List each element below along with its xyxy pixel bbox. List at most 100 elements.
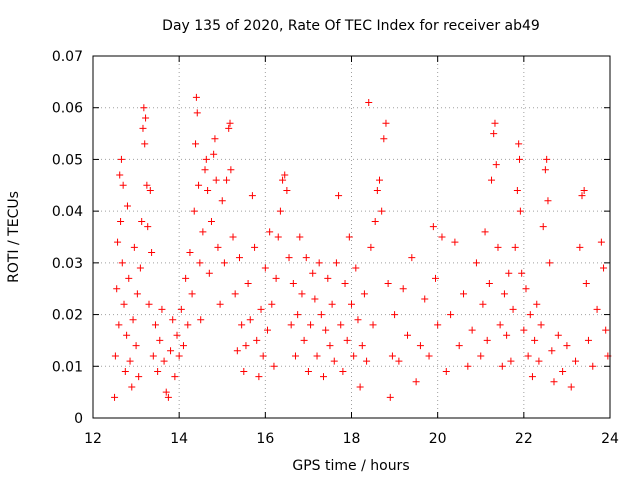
data-point [356,383,364,391]
data-point [442,367,450,375]
data-point [360,290,368,298]
data-point [268,300,276,308]
data-point [298,290,306,298]
data-point [358,342,366,350]
data-point [143,181,151,189]
data-point [544,197,552,205]
data-point [464,362,472,370]
data-point [335,192,343,200]
x-axis-label: GPS time / hours [292,458,409,474]
data-point [513,186,521,194]
data-point [438,233,446,241]
data-point [416,342,424,350]
data-point [533,300,541,308]
data-point [434,321,442,329]
data-point [365,99,373,107]
data-point [350,352,358,360]
data-point [500,290,508,298]
data-point [289,280,297,288]
y-tick-label: 0 [74,411,83,427]
data-point [537,321,545,329]
data-point [554,331,562,339]
data-point [479,300,487,308]
data-point [468,326,476,334]
x-tick-label: 16 [256,431,274,447]
data-point [408,254,416,262]
data-point [322,326,330,334]
data-point [248,192,256,200]
data-point [516,207,524,215]
y-tick-label: 0.07 [52,49,83,65]
data-point [251,243,259,251]
data-point [210,150,218,158]
data-point [121,367,129,375]
data-point [319,373,327,381]
data-point [580,186,588,194]
data-point [211,135,219,143]
data-point [135,373,143,381]
data-point [123,202,131,210]
data-point [447,311,455,319]
data-point [576,243,584,251]
data-point [602,326,610,334]
data-point [149,352,157,360]
data-point [218,197,226,205]
y-tick-label: 0.06 [52,101,83,117]
data-point [226,119,234,127]
data-point [520,326,528,334]
data-point [158,305,166,313]
data-point [498,362,506,370]
data-point [169,316,177,324]
data-point [117,155,125,163]
data-point [125,274,133,282]
data-point [373,186,381,194]
data-point [304,367,312,375]
data-point [485,280,493,288]
data-point [399,285,407,293]
data-point [136,264,144,272]
data-point [522,285,530,293]
data-point [111,352,119,360]
data-point [162,388,170,396]
y-tick-label: 0.01 [52,359,83,375]
data-point [240,367,248,375]
data-point [270,362,278,370]
data-point [584,336,592,344]
data-point [341,280,349,288]
data-point [412,378,420,386]
data-points [111,93,612,401]
data-point [559,367,567,375]
data-point [515,140,523,148]
data-point [223,176,231,184]
data-point [589,362,597,370]
data-point [503,331,511,339]
data-point [369,321,377,329]
data-point [246,316,254,324]
y-tick-label: 0.03 [52,256,83,272]
data-point [173,331,181,339]
y-tick-label: 0.05 [52,152,83,168]
data-point [281,171,289,179]
data-point [216,300,224,308]
data-point [548,347,556,355]
data-point [421,295,429,303]
data-point [492,161,500,169]
x-tick-label: 18 [343,431,361,447]
data-point [352,264,360,272]
data-point [578,192,586,200]
data-point [313,352,321,360]
data-point [491,119,499,127]
x-tick-label: 12 [84,431,102,447]
data-point [175,352,183,360]
data-point [115,321,123,329]
data-point [154,367,162,375]
data-point [541,166,549,174]
data-point [145,300,153,308]
data-point [481,228,489,236]
data-point [220,259,228,267]
data-point [328,300,336,308]
data-point [550,378,558,386]
data-point [190,207,198,215]
data-point [182,274,190,282]
data-point [193,109,201,117]
